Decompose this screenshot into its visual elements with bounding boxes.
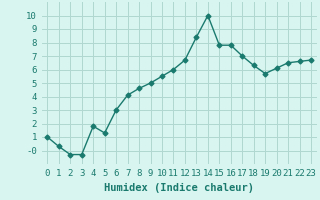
X-axis label: Humidex (Indice chaleur): Humidex (Indice chaleur) <box>104 183 254 193</box>
